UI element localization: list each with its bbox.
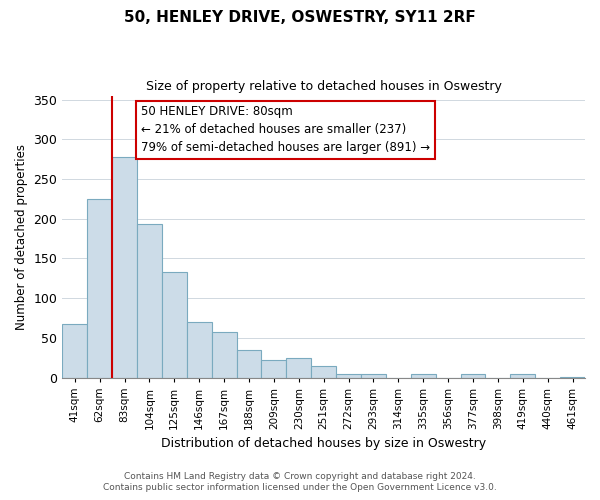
Bar	[336, 374, 361, 378]
Bar	[187, 322, 212, 378]
Bar	[236, 350, 262, 378]
Bar	[262, 360, 286, 378]
Bar	[511, 374, 535, 378]
Bar	[162, 272, 187, 378]
Text: 50, HENLEY DRIVE, OSWESTRY, SY11 2RF: 50, HENLEY DRIVE, OSWESTRY, SY11 2RF	[124, 10, 476, 25]
Text: 50 HENLEY DRIVE: 80sqm
← 21% of detached houses are smaller (237)
79% of semi-de: 50 HENLEY DRIVE: 80sqm ← 21% of detached…	[140, 106, 430, 154]
Bar	[461, 374, 485, 378]
X-axis label: Distribution of detached houses by size in Oswestry: Distribution of detached houses by size …	[161, 437, 486, 450]
Bar	[212, 332, 236, 378]
Text: Contains HM Land Registry data © Crown copyright and database right 2024.
Contai: Contains HM Land Registry data © Crown c…	[103, 472, 497, 492]
Title: Size of property relative to detached houses in Oswestry: Size of property relative to detached ho…	[146, 80, 502, 93]
Y-axis label: Number of detached properties: Number of detached properties	[15, 144, 28, 330]
Bar	[112, 156, 137, 378]
Bar	[311, 366, 336, 378]
Bar	[286, 358, 311, 378]
Bar	[87, 199, 112, 378]
Bar	[560, 376, 585, 378]
Bar	[361, 374, 386, 378]
Bar	[62, 324, 87, 378]
Bar	[137, 224, 162, 378]
Bar	[411, 374, 436, 378]
